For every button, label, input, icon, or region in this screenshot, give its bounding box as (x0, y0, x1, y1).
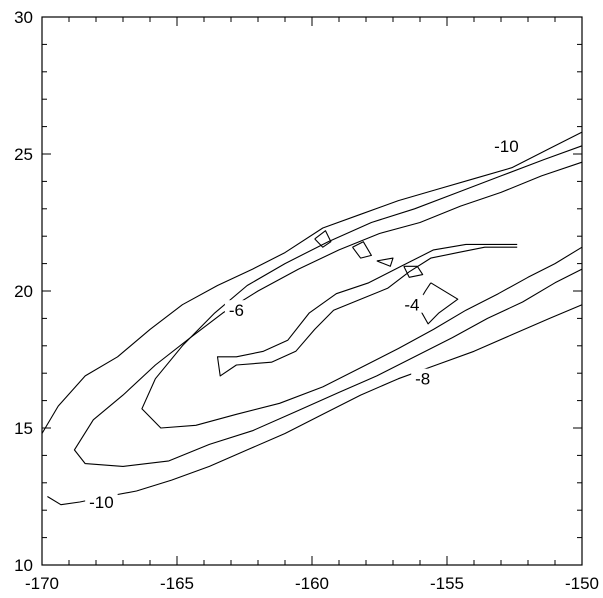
contour-label-bg (400, 294, 424, 313)
x-tick-labels: -170 -165 -160 -155 -150 (25, 574, 599, 593)
y-tick-labels: 10 15 20 25 30 (14, 8, 33, 575)
axis-ticks (41, 16, 583, 566)
y-tick-label: 30 (14, 8, 33, 27)
contour-line-neg4 (376, 257, 394, 267)
x-tick-label: -155 (430, 574, 464, 593)
x-tick-label: -150 (565, 574, 599, 593)
contour-label-bg (411, 368, 435, 387)
contour-label: -4 (404, 296, 419, 315)
contour-label: -10 (89, 493, 114, 512)
y-tick-label: 10 (14, 556, 33, 575)
x-tick-label: -160 (295, 574, 329, 593)
y-tick-label: 15 (14, 419, 33, 438)
contour-line-neg6 (141, 145, 583, 429)
contour-line-neg8 (73, 161, 583, 467)
contour-label-bg (224, 300, 248, 319)
plot-frame (41, 16, 583, 566)
contour-labels: -10 -6 -4 -8 -10 (85, 135, 523, 512)
x-tick-label: -165 (160, 574, 194, 593)
contour-line-neg4 (403, 265, 424, 278)
contour-label: -10 (494, 137, 519, 156)
contour-line-neg4 (416, 282, 459, 325)
contour-lines (41, 131, 583, 506)
contour-line-neg10 (47, 304, 583, 506)
contour-line-neg10 (41, 131, 583, 434)
contour-label: -6 (229, 301, 244, 320)
y-tick-label: 20 (14, 282, 33, 301)
contour-line-neg4 (216, 243, 518, 377)
contour-line-neg4 (314, 230, 332, 248)
y-tick-label: 25 (14, 145, 33, 164)
contour-line-neg4 (352, 241, 372, 259)
contour-label-bg (490, 135, 523, 154)
contour-label-bg (85, 491, 118, 510)
x-tick-label: -170 (25, 574, 59, 593)
contour-label: -8 (415, 370, 430, 389)
